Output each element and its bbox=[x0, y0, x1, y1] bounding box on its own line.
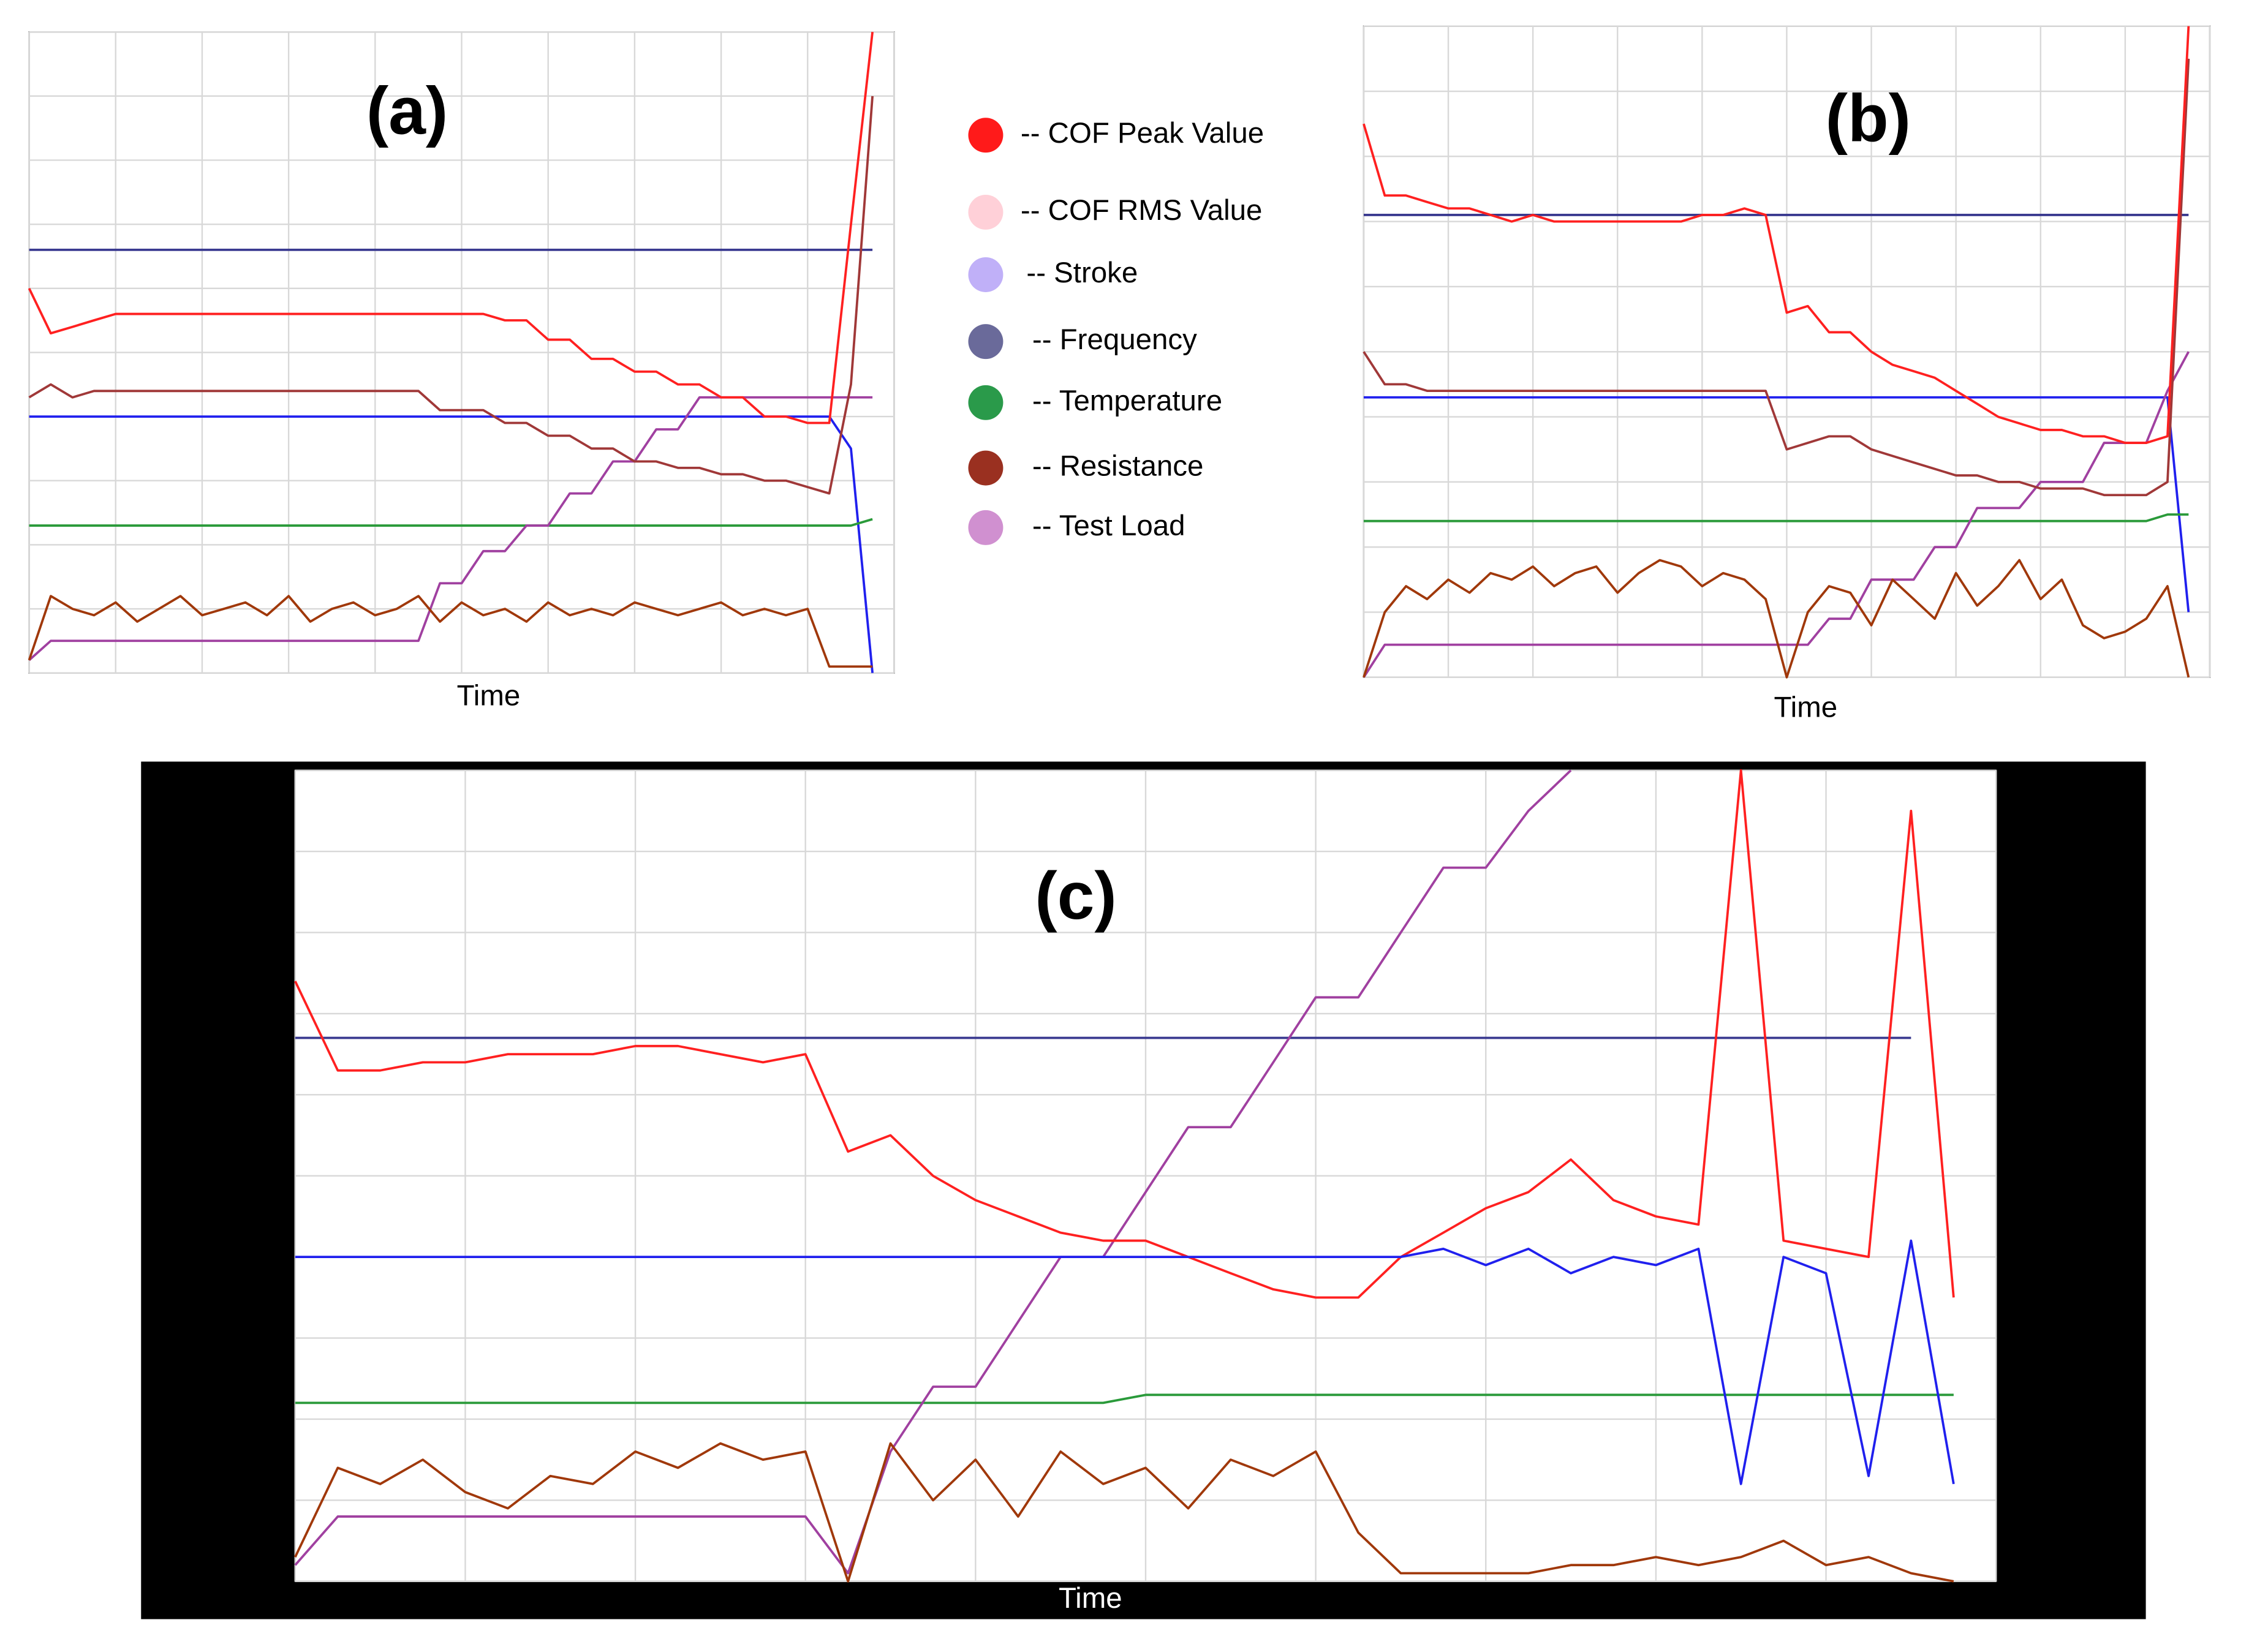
panel-title: (a) bbox=[366, 74, 448, 149]
series-line bbox=[1363, 559, 2190, 679]
legend-text: -- Stroke bbox=[1026, 257, 1138, 289]
panel-title: (c) bbox=[1035, 859, 1116, 933]
legend-text: -- Test Load bbox=[1032, 510, 1185, 542]
series-line bbox=[294, 769, 1572, 1575]
series-line bbox=[29, 415, 874, 673]
legend-text: -- COF RMS Value bbox=[1021, 194, 1263, 227]
series-line bbox=[295, 1393, 1954, 1404]
panel-title: (b) bbox=[1826, 81, 1911, 156]
series-line bbox=[295, 1239, 1955, 1485]
legend-marker bbox=[968, 194, 1004, 230]
series-line bbox=[294, 769, 1955, 1299]
series-line bbox=[1363, 351, 2190, 678]
legend-marker bbox=[968, 118, 1004, 153]
legend-marker bbox=[968, 510, 1004, 545]
x-axis-label: Time bbox=[1059, 1582, 1122, 1615]
series-line bbox=[294, 1442, 1954, 1583]
series-line bbox=[28, 96, 874, 495]
legend-text: -- Frequency bbox=[1032, 323, 1197, 356]
series-line bbox=[1363, 513, 2189, 522]
legend-marker bbox=[968, 385, 1004, 420]
series-line bbox=[29, 518, 873, 527]
legend-marker bbox=[968, 450, 1004, 486]
legend-marker bbox=[968, 324, 1004, 360]
legend-marker bbox=[968, 257, 1004, 292]
series-line bbox=[28, 595, 873, 668]
x-axis-label: Time bbox=[1774, 692, 1837, 724]
legend-text: -- Resistance bbox=[1032, 450, 1203, 483]
series-line bbox=[1363, 26, 2190, 444]
series-line bbox=[1363, 58, 2190, 497]
series-line bbox=[1363, 396, 2190, 613]
x-axis-label: Time bbox=[457, 680, 521, 712]
legend-text: -- Temperature bbox=[1032, 385, 1222, 417]
series-line bbox=[28, 31, 874, 424]
legend-text: -- COF Peak Value bbox=[1021, 117, 1264, 149]
